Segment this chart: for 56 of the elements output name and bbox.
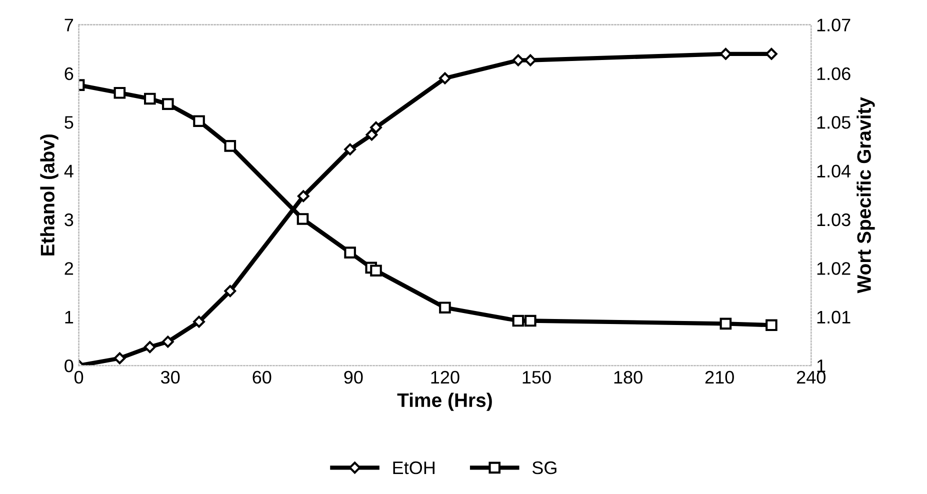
x-tick-label: 240 xyxy=(796,370,826,384)
x-tick-label: 210 xyxy=(705,370,734,384)
point xyxy=(720,48,732,60)
point xyxy=(144,341,156,354)
y2-tick-label: 1.06 xyxy=(817,67,850,80)
point xyxy=(512,314,524,327)
y2-tick-label: 1.07 xyxy=(817,18,850,32)
point xyxy=(439,72,451,84)
legend-label: SG xyxy=(532,461,556,474)
x-axis-title: Time (Hrs) xyxy=(397,392,492,411)
point xyxy=(439,302,451,314)
x-tick-label: 150 xyxy=(522,370,551,384)
y-tick-label: 2 xyxy=(64,262,74,275)
x-tick-label: 60 xyxy=(252,370,272,384)
point xyxy=(193,316,205,328)
point xyxy=(524,314,536,327)
point xyxy=(344,143,356,156)
point xyxy=(114,86,126,99)
legend-label: EtOH xyxy=(393,461,434,474)
point xyxy=(524,54,536,66)
y-tick-label: 7 xyxy=(64,18,74,32)
point xyxy=(720,318,732,330)
point xyxy=(366,128,378,141)
point xyxy=(370,264,382,277)
y-tick-label: 0 xyxy=(64,359,74,372)
y-tick-label: 3 xyxy=(64,213,74,226)
x-tick-label: 90 xyxy=(344,370,363,384)
point xyxy=(193,115,205,128)
point xyxy=(114,352,126,364)
point xyxy=(766,319,778,332)
x-tick-label: 120 xyxy=(431,370,460,384)
point xyxy=(766,48,778,60)
y2-tick-label: 1.01 xyxy=(817,310,850,324)
y2-tick-label: 1.02 xyxy=(817,262,850,275)
point xyxy=(144,92,156,105)
point xyxy=(224,140,236,152)
y-tick-label: 1 xyxy=(65,310,74,324)
point xyxy=(162,336,174,348)
point xyxy=(344,246,356,258)
y2-tick-label: 1.03 xyxy=(817,213,850,226)
point xyxy=(512,54,524,66)
y-tick-label: 5 xyxy=(64,116,74,129)
y-axis-title: Ethanol (abv) xyxy=(40,134,58,256)
y2-tick-label: 1.04 xyxy=(817,164,851,178)
y2-axis-title: Wort Specific Gravity xyxy=(856,97,875,294)
point xyxy=(370,121,382,134)
y-tick-label: 6 xyxy=(64,67,74,80)
x-tick-label: 180 xyxy=(614,370,642,384)
x-tick-label: 30 xyxy=(160,370,180,384)
point xyxy=(162,98,174,110)
x-tick-label: 0 xyxy=(74,370,84,384)
point xyxy=(296,213,309,225)
point xyxy=(224,285,236,298)
y2-tick-label: 1.05 xyxy=(817,116,850,129)
y-tick-label: 4 xyxy=(64,164,74,178)
point xyxy=(297,190,310,202)
